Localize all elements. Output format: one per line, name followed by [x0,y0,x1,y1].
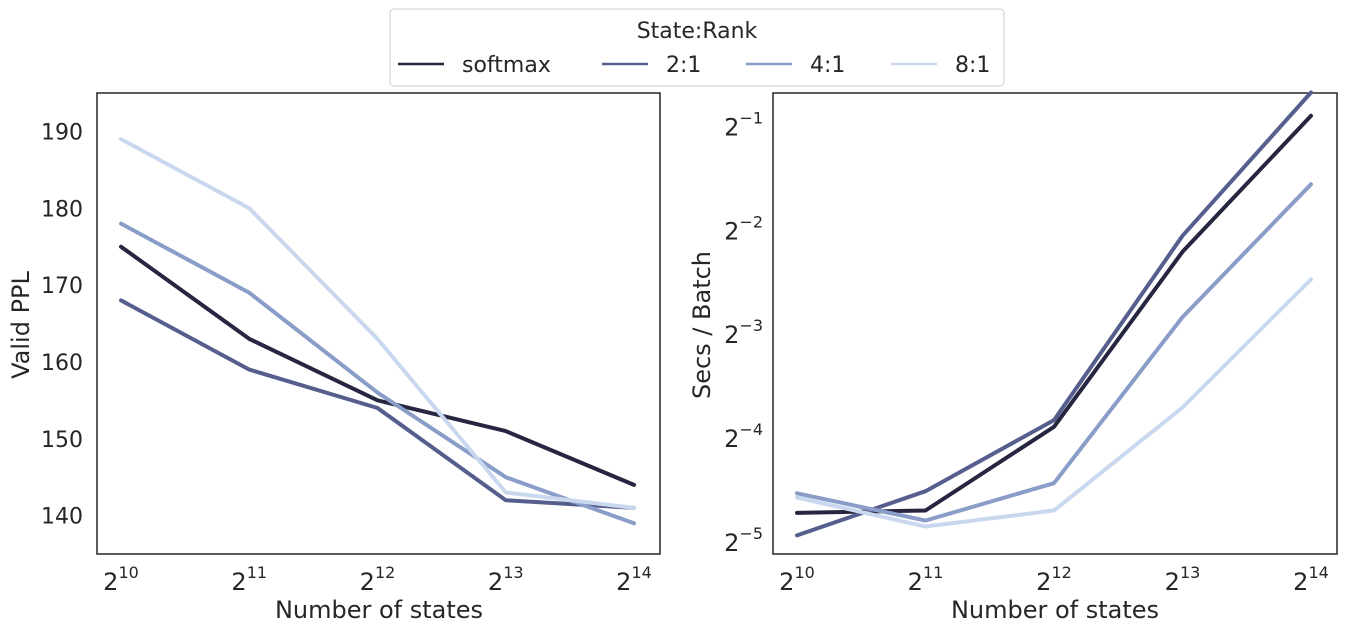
legend-frame [389,8,1005,87]
series-line-8-1 [795,277,1313,529]
y-tick-label: 160 [41,351,83,376]
legend-entry: softmax [398,53,551,78]
series-line-8-1 [119,137,636,510]
y-tick-label: 180 [41,197,83,222]
ppl-y-tick-labels: 140 150 160 170 180 190 [41,120,83,529]
x-tick-label: 211 [908,563,944,596]
time-y-axis-label: Secs / Batch [688,251,716,399]
y-tick-label: 2−1 [724,108,763,141]
x-tick-label: 210 [779,563,815,596]
x-tick-label: 214 [1293,563,1329,596]
legend-label: 2:1 [666,53,701,78]
legend-entry: 8:1 [891,53,990,78]
legend: State:Rank softmax 2:1 4:1 8:1 [389,8,1005,87]
time-series-lines [795,90,1313,538]
legend-label: 8:1 [955,53,990,78]
y-tick-label: 140 [41,505,83,530]
ppl-chart: 210 211 212 213 214 140 150 160 170 180 190 Numbe… [7,92,661,624]
time-y-tick-labels: 2−5 2−4 2−3 2−2 2−1 [724,108,763,556]
y-tick-label: 2−3 [724,316,763,349]
series-line-softmax [795,113,1313,515]
x-tick-label: 213 [488,563,524,596]
ppl-y-axis-label: Valid PPL [7,270,35,378]
legend-entries: softmax 2:1 4:1 8:1 [398,53,990,78]
legend-label: 4:1 [810,53,845,78]
series-line-4-1 [795,182,1313,523]
x-tick-label: 213 [1165,563,1201,596]
series-line-2-1 [795,90,1313,538]
ppl-x-axis-label: Number of states [275,596,483,624]
time-x-tick-labels: 210 211 212 213 214 [779,563,1329,596]
series-line-4-1 [119,221,636,526]
y-tick-label: 2−2 [724,212,763,245]
y-tick-label: 190 [41,120,83,145]
x-tick-label: 211 [231,563,267,596]
x-tick-label: 212 [1036,563,1072,596]
x-tick-label: 212 [360,563,396,596]
y-tick-label: 2−4 [724,420,763,453]
time-x-axis-label: Number of states [951,596,1159,624]
y-tick-label: 150 [41,428,83,453]
legend-label: softmax [462,53,551,78]
series-line-2-1 [119,298,636,510]
x-tick-label: 214 [616,563,652,596]
time-plot-frame [772,92,1338,555]
legend-entry: 2:1 [602,53,701,78]
time-chart: 210 211 212 213 214 2−5 2−4 2−3 2−2 2−1 Number o… [688,90,1338,624]
series-line-softmax [119,244,636,487]
legend-title: State:Rank [637,19,758,44]
x-tick-label: 210 [103,563,139,596]
y-tick-label: 2−5 [724,524,763,557]
ppl-plot-frame [96,92,661,555]
y-tick-label: 170 [41,274,83,299]
ppl-series-lines [119,137,636,526]
ppl-x-tick-labels: 210 211 212 213 214 [103,563,652,596]
legend-entry: 4:1 [746,53,845,78]
